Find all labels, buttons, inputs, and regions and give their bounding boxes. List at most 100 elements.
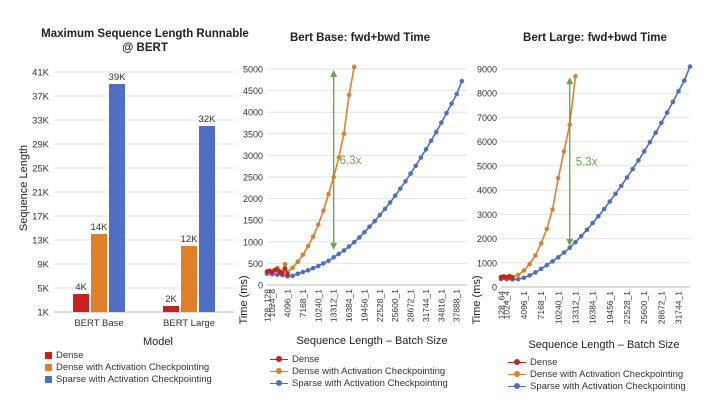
legend-item-dense-ckpt: Dense with Activation Checkpointing — [508, 369, 686, 381]
base-series-sparse-ckpt-point — [315, 263, 321, 269]
bar-y-tick-label: 41K — [32, 68, 50, 79]
bar-dense — [73, 294, 89, 312]
large-y-tick-label: 7000 — [477, 113, 497, 123]
large-x-tick-label: 25600_1 — [639, 291, 649, 324]
base-y-tick-label: 4000 — [243, 108, 263, 118]
bar-y-tick-label: 33K — [32, 116, 50, 127]
base-series-dense-ckpt-point — [295, 259, 301, 264]
base-series-sparse-ckpt-point — [454, 91, 460, 97]
base-chart-legend: Dense Dense with Activation Checkpointin… — [270, 354, 448, 390]
legend-item-sparse-ckpt: Sparse with Activation Checkpointing — [45, 374, 212, 386]
base-y-tick-label: 1500 — [243, 216, 263, 226]
base-series-dense-ckpt-point — [290, 265, 295, 271]
legend-swatch-dense — [508, 358, 526, 367]
bar-chart-legend: Dense Dense with Activation Checkpointin… — [45, 350, 212, 386]
large-x-tick-label: 1024_4 — [502, 291, 512, 320]
legend-label-sparse-ckpt: Sparse with Activation Checkpointing — [530, 381, 686, 392]
large-series-sparse-ckpt-point — [544, 262, 550, 268]
bar-y-tick-label: 29K — [32, 140, 50, 151]
legend-item-sparse-ckpt: Sparse with Activation Checkpointing — [270, 378, 448, 390]
large-series-sparse-ckpt-point — [676, 88, 681, 94]
base-series-sparse-ckpt-point — [428, 138, 434, 144]
legend-label-sparse-ckpt: Sparse with Activation Checkpointing — [292, 378, 448, 389]
bar-chart-y-axis-title: Sequence Length — [18, 144, 30, 232]
base-series-dense-ckpt-point — [305, 243, 311, 249]
large-series-dense-point — [510, 275, 515, 281]
base-x-tick-label: 31744_1 — [421, 289, 431, 322]
base-series-sparse-ckpt-point — [300, 269, 306, 275]
base-series-dense-ckpt-point — [351, 64, 357, 70]
large-series-dense-ckpt-point — [521, 268, 527, 273]
base-series-sparse-ckpt-point — [295, 271, 301, 277]
base-y-tick-label: 2000 — [243, 194, 263, 204]
bar-chart-title: Maximum Sequence Length Runnable @ BERT — [41, 28, 249, 54]
bar-y-tick-label: 25K — [32, 164, 50, 175]
legend-label-sparse-ckpt: Sparse with Activation Checkpointing — [56, 374, 212, 385]
base-x-tick-label: 34816_1 — [436, 289, 446, 322]
bar-sparse-ckpt — [199, 126, 215, 312]
base-y-tick-label: 0 — [258, 281, 263, 291]
large-series-dense-ckpt-point — [527, 261, 532, 267]
base-series-sparse-ckpt-point — [392, 193, 398, 198]
legend-label-dense: Dense — [56, 350, 84, 361]
base-x-tick-label: 37888_1 — [452, 289, 462, 322]
base-y-tick-label: 3000 — [243, 151, 263, 161]
base-series-sparse-ckpt-point — [305, 268, 311, 273]
legend-item-dense-ckpt: Dense with Activation Checkpointing — [45, 362, 212, 374]
base-x-tick-label: 25600_1 — [390, 289, 400, 322]
base-series-sparse-ckpt-point — [449, 101, 454, 106]
base-chart-title: Bert Base: fwd+bwd Time — [289, 32, 431, 44]
base-series-sparse-ckpt-point — [459, 78, 465, 84]
base-series-sparse-ckpt-point — [444, 110, 449, 116]
base-series-sparse-ckpt-point — [403, 179, 408, 184]
legend-item-dense: Dense — [45, 350, 212, 362]
large-series-sparse-ckpt-point — [681, 78, 687, 83]
large-series-sparse-ckpt-point — [555, 254, 561, 260]
base-series-sparse-ckpt-point — [290, 273, 295, 279]
large-chart-y-axis-title: Time (ms) — [471, 275, 483, 325]
large-x-tick-label: 10240_1 — [553, 291, 563, 324]
base-x-tick-label: 22528_1 — [375, 289, 385, 322]
bar-value-label: 12K — [181, 234, 199, 245]
large-series-sparse-ckpt-point — [590, 220, 595, 226]
base-line-chart: 0 500 1000 1500 2000 2500 3000 3500 4000 4500 5000… — [243, 64, 467, 322]
base-x-tick-label: 4096_1 — [283, 289, 293, 318]
legend-label-dense-ckpt: Dense with Activation Checkpointing — [530, 369, 684, 380]
bar-value-label: 14K — [91, 222, 109, 233]
large-chart-title: Bert Large: fwd+bwd Time — [523, 32, 667, 44]
large-x-tick-label: 19456_1 — [605, 291, 615, 324]
legend-label-dense: Dense — [292, 354, 320, 365]
base-series-dense-ckpt-point — [310, 234, 316, 239]
large-series-dense-ckpt-point — [533, 253, 538, 258]
large-series-dense-ckpt-point — [550, 207, 555, 212]
base-speedup-label: 6.3x — [340, 155, 362, 167]
large-x-tick-label: 128_64 — [497, 291, 507, 320]
large-series-sparse-ckpt-point — [659, 120, 664, 126]
legend-swatch-sparse-ckpt — [270, 379, 288, 388]
base-series-sparse-ckpt-point — [418, 155, 424, 160]
large-series-sparse-ckpt-point — [647, 139, 653, 145]
large-series-sparse-ckpt-point — [573, 239, 578, 245]
base-chart-x-axis-title: Sequence Length – Batch Size — [296, 335, 448, 347]
base-y-tick-label: 2500 — [243, 173, 263, 183]
bar-y-tick-label: 21K — [32, 188, 50, 199]
base-series-dense-ckpt-point — [326, 191, 331, 197]
large-x-tick-label: 7168_1 — [536, 291, 546, 320]
legend-swatch-dense-ckpt — [508, 370, 526, 379]
legend-label-dense: Dense — [530, 357, 558, 368]
base-series-dense-point — [282, 266, 288, 271]
large-series-sparse-ckpt-point — [561, 250, 567, 255]
legend-swatch-dense-ckpt — [270, 367, 288, 376]
bar-value-label: 4K — [75, 282, 87, 293]
base-series-sparse-ckpt-line — [266, 80, 463, 278]
large-series-sparse-ckpt-point — [641, 149, 647, 154]
base-series-dense-ckpt-point — [321, 208, 326, 213]
base-x-tick-label: 128_128 — [263, 289, 273, 322]
large-y-tick-label: 1000 — [477, 258, 497, 268]
base-series-dense-ckpt-point — [282, 261, 288, 267]
large-series-sparse-ckpt-point — [515, 276, 521, 282]
bar-y-tick-label: 5K — [37, 284, 49, 295]
large-speedup-arrowhead-top — [566, 77, 574, 85]
large-y-tick-label: 6000 — [477, 137, 497, 147]
